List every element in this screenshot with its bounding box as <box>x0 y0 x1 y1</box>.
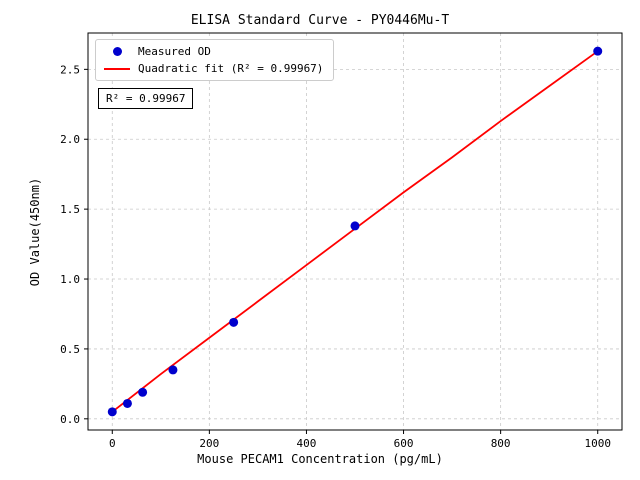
x-tick-label: 0 <box>109 437 116 450</box>
x-axis-label: Mouse PECAM1 Concentration (pg/mL) <box>197 452 443 466</box>
data-point <box>350 221 360 231</box>
y-axis-label: OD Value(450nm) <box>28 177 42 287</box>
line-marker-icon <box>104 67 130 70</box>
data-point <box>168 365 178 375</box>
legend-label-quadratic-fit: Quadratic fit (R² = 0.99967) <box>138 62 324 75</box>
data-point <box>593 46 603 56</box>
x-tick-label: 600 <box>394 437 414 450</box>
data-point <box>107 407 117 417</box>
x-tick-label: 400 <box>297 437 317 450</box>
x-tick-label: 800 <box>491 437 511 450</box>
data-point <box>138 387 148 397</box>
r-squared-annotation: R² = 0.99967 <box>98 88 194 109</box>
y-tick-label: 2.0 <box>60 133 80 146</box>
y-tick-label: 2.5 <box>60 63 80 76</box>
legend: Measured OD Quadratic fit (R² = 0.99967) <box>95 39 335 81</box>
x-tick-label: 200 <box>199 437 219 450</box>
axes-frame <box>87 32 623 431</box>
data-point <box>122 398 132 408</box>
chart-title: ELISA Standard Curve - PY0446Mu-T <box>190 13 450 28</box>
y-tick-label: 1.5 <box>60 203 80 216</box>
legend-entry-quadratic-fit: Quadratic fit (R² = 0.99967) <box>104 62 323 75</box>
legend-label-measured-od: Measured OD <box>138 45 211 58</box>
x-tick-label: 1000 <box>584 437 611 450</box>
scatter-marker-icon <box>112 47 122 56</box>
y-tick-label: 0.0 <box>60 413 80 426</box>
data-point <box>229 317 239 327</box>
legend-entry-measured-od: Measured OD <box>104 45 323 58</box>
y-tick-label: 1.0 <box>60 273 80 286</box>
y-tick-label: 0.5 <box>60 343 80 356</box>
